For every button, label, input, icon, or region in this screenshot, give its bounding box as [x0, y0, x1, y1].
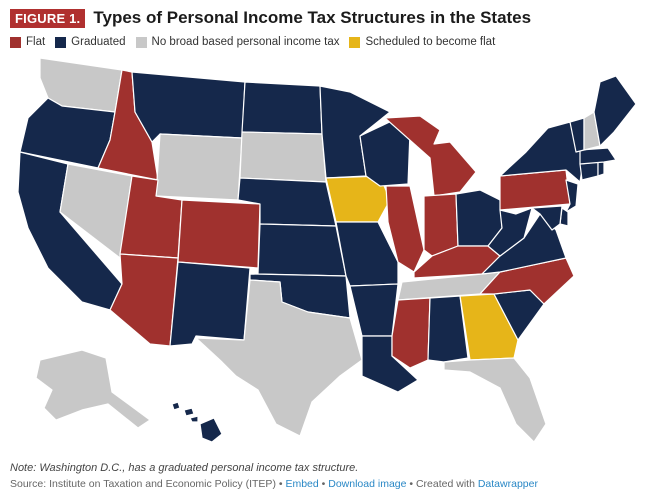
- state-va[interactable]: [481, 213, 567, 275]
- state-hi[interactable]: [171, 401, 223, 443]
- state-mi[interactable]: [384, 115, 477, 197]
- legend-label-none: No broad based personal income tax: [151, 36, 340, 48]
- state-nm[interactable]: [169, 261, 251, 347]
- state-ar[interactable]: [349, 283, 399, 337]
- created-with-text: • Created with: [406, 478, 478, 490]
- state-nj[interactable]: [565, 179, 579, 213]
- state-ks[interactable]: [257, 223, 347, 277]
- state-al[interactable]: [427, 295, 469, 363]
- source-text: Source: Institute on Taxation and Econom…: [10, 478, 286, 490]
- datawrapper-link[interactable]: Datawrapper: [477, 478, 538, 490]
- state-sd[interactable]: [239, 131, 327, 183]
- state-pa[interactable]: [499, 169, 571, 211]
- legend-item-none: No broad based personal income tax: [135, 36, 340, 48]
- legend-swatch-none: [135, 36, 147, 48]
- state-nd[interactable]: [241, 81, 323, 135]
- state-wv[interactable]: [487, 207, 533, 257]
- state-tx[interactable]: [195, 279, 363, 437]
- state-ms[interactable]: [391, 297, 431, 369]
- embed-link[interactable]: Embed: [285, 478, 319, 490]
- legend-label-scheduled: Scheduled to become flat: [365, 36, 496, 48]
- us-states-map: [17, 57, 637, 443]
- state-ma[interactable]: [579, 147, 617, 165]
- state-co[interactable]: [177, 199, 261, 269]
- separator: •: [318, 478, 329, 490]
- legend: Flat Graduated No broad based personal i…: [10, 36, 505, 48]
- legend-item-flat: Flat: [10, 36, 45, 48]
- state-in[interactable]: [423, 193, 459, 257]
- legend-item-graduated: Graduated: [55, 36, 126, 48]
- state-wy[interactable]: [155, 133, 243, 201]
- chart-title: Types of Personal Income Tax Structures …: [93, 8, 532, 27]
- header: FIGURE 1. Types of Personal Income Tax S…: [10, 8, 531, 28]
- state-md[interactable]: [531, 205, 563, 231]
- source-line: Source: Institute on Taxation and Econom…: [10, 478, 538, 490]
- state-az[interactable]: [109, 253, 179, 347]
- state-ri[interactable]: [597, 161, 605, 177]
- download-image-link[interactable]: Download image: [328, 478, 407, 490]
- footnote: Note: Washington D.C., has a graduated p…: [10, 462, 359, 474]
- legend-label-graduated: Graduated: [71, 36, 126, 48]
- state-me[interactable]: [593, 75, 637, 147]
- legend-swatch-scheduled: [349, 36, 361, 48]
- state-fl[interactable]: [443, 357, 547, 443]
- legend-swatch-graduated: [55, 36, 67, 48]
- legend-item-scheduled: Scheduled to become flat: [349, 36, 495, 48]
- state-ct[interactable]: [579, 161, 599, 181]
- figure-badge: FIGURE 1.: [10, 8, 86, 28]
- state-mt[interactable]: [131, 71, 246, 143]
- state-ak[interactable]: [35, 349, 151, 429]
- legend-label-flat: Flat: [26, 36, 46, 48]
- legend-swatch-flat: [10, 36, 21, 48]
